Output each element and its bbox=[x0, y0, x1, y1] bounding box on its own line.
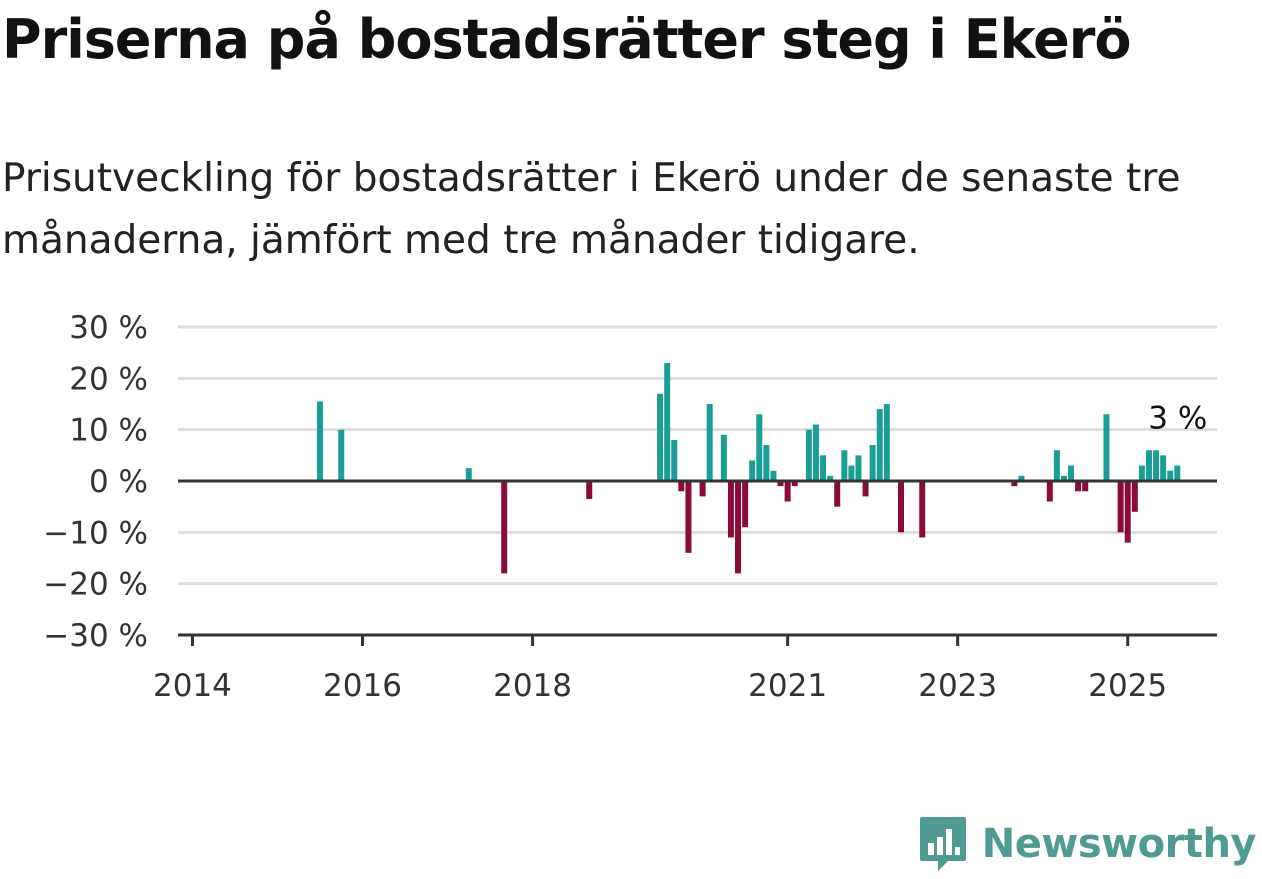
bar-chart-speech-bubble-icon bbox=[919, 817, 966, 871]
bar bbox=[1046, 481, 1053, 502]
x-tick-label: 2016 bbox=[323, 668, 402, 704]
bar bbox=[671, 439, 678, 481]
grid-lines bbox=[178, 325, 1217, 586]
bar bbox=[1075, 481, 1082, 492]
bar bbox=[848, 465, 855, 481]
bar bbox=[678, 481, 685, 492]
x-axis-ticks: 2014 2016 2018 2021 2023 2025 bbox=[153, 635, 1167, 704]
y-axis-tick-labels: 30 % 20 % 10 % 0 % −10 % −20 % −30 % bbox=[43, 310, 148, 654]
bar bbox=[1011, 481, 1018, 487]
bar bbox=[1124, 481, 1131, 543]
bar bbox=[1103, 414, 1110, 481]
logo-text: Newsworthy bbox=[981, 821, 1257, 867]
bar bbox=[869, 445, 876, 481]
y-tick-label: 10 % bbox=[69, 413, 148, 449]
newsworthy-logo: Newsworthy bbox=[918, 815, 1257, 873]
bar bbox=[841, 450, 848, 481]
bar bbox=[876, 409, 883, 481]
bar bbox=[1160, 455, 1167, 481]
x-tick-label: 2021 bbox=[748, 668, 827, 704]
y-tick-label: −10 % bbox=[43, 515, 148, 551]
x-tick-label: 2014 bbox=[153, 668, 232, 704]
bar bbox=[1117, 481, 1124, 533]
bar bbox=[749, 460, 756, 481]
bar bbox=[1053, 450, 1060, 481]
bar bbox=[763, 445, 770, 481]
bar bbox=[1131, 481, 1138, 512]
y-tick-label: −20 % bbox=[43, 567, 148, 603]
bar bbox=[834, 481, 841, 507]
bar bbox=[770, 470, 777, 481]
bar bbox=[1145, 450, 1152, 481]
bar bbox=[1060, 475, 1067, 481]
bar bbox=[727, 481, 734, 538]
bar bbox=[1082, 481, 1089, 492]
bar bbox=[756, 414, 763, 481]
bar bbox=[855, 455, 862, 481]
bar bbox=[883, 404, 890, 481]
bars bbox=[316, 362, 1181, 574]
bar bbox=[735, 481, 742, 574]
bar bbox=[919, 481, 926, 538]
bar bbox=[777, 481, 784, 487]
chart-subtitle: Prisutveckling för bostadsrätter i Ekerö… bbox=[2, 156, 1181, 263]
bar bbox=[657, 393, 664, 481]
bar bbox=[664, 362, 671, 481]
bar bbox=[791, 481, 798, 487]
latest-value-label: 3 % bbox=[1148, 401, 1207, 437]
bar bbox=[1153, 450, 1160, 481]
bar bbox=[465, 468, 472, 481]
bar bbox=[316, 401, 323, 481]
bar bbox=[338, 429, 345, 481]
x-tick-label: 2025 bbox=[1088, 668, 1167, 704]
bar bbox=[1167, 470, 1174, 481]
bar bbox=[1138, 465, 1145, 481]
y-tick-label: 20 % bbox=[69, 361, 148, 397]
bar bbox=[699, 481, 706, 497]
bar bbox=[1068, 465, 1075, 481]
bar bbox=[1018, 475, 1025, 481]
chart-title: Priserna på bostadsrätter steg i Ekerö bbox=[2, 8, 1131, 71]
bar bbox=[862, 481, 869, 497]
annotations: 3 % bbox=[1148, 401, 1207, 437]
bar bbox=[720, 434, 727, 481]
bar bbox=[501, 481, 508, 574]
bar bbox=[742, 481, 749, 528]
x-tick-label: 2023 bbox=[918, 668, 997, 704]
bar bbox=[897, 481, 904, 533]
axes bbox=[178, 479, 1217, 637]
y-tick-label: −30 % bbox=[43, 618, 148, 654]
bar bbox=[812, 424, 819, 481]
bar bbox=[805, 429, 812, 481]
bar bbox=[784, 481, 791, 502]
y-tick-label: 0 % bbox=[89, 464, 148, 500]
bar bbox=[706, 404, 713, 481]
y-tick-label: 30 % bbox=[69, 310, 148, 346]
x-tick-label: 2018 bbox=[493, 668, 572, 704]
bar bbox=[827, 475, 834, 481]
bar bbox=[1174, 465, 1181, 481]
bar bbox=[685, 481, 692, 553]
bar bbox=[586, 481, 593, 499]
bar bbox=[820, 455, 827, 481]
